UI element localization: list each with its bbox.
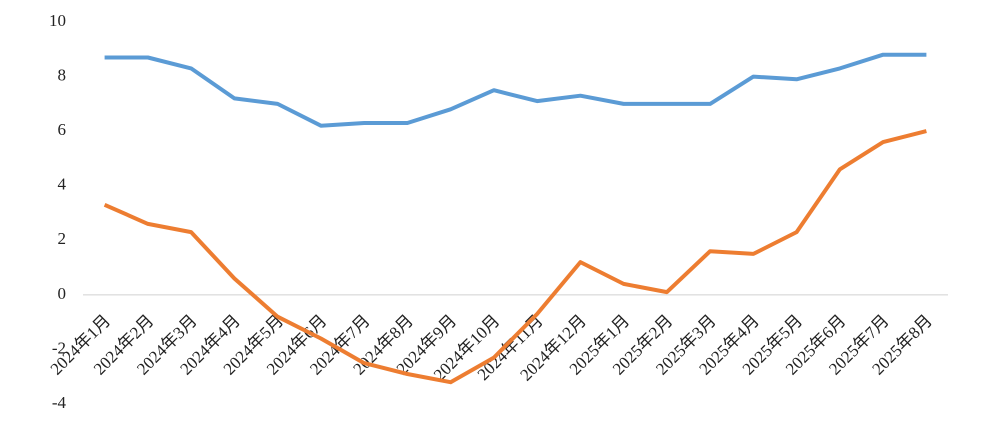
y-tick-label: 2: [58, 229, 67, 248]
series-line: [103, 129, 927, 385]
series-line: [104, 52, 927, 128]
y-tick-label: 6: [58, 120, 67, 139]
y-tick-label: 10: [49, 11, 66, 30]
y-tick-label: -4: [52, 393, 67, 412]
y-tick-label: 0: [58, 284, 67, 303]
y-tick-label: 8: [58, 65, 67, 84]
y-tick-label: 4: [58, 175, 67, 194]
y-tick-label: -2: [52, 338, 66, 357]
